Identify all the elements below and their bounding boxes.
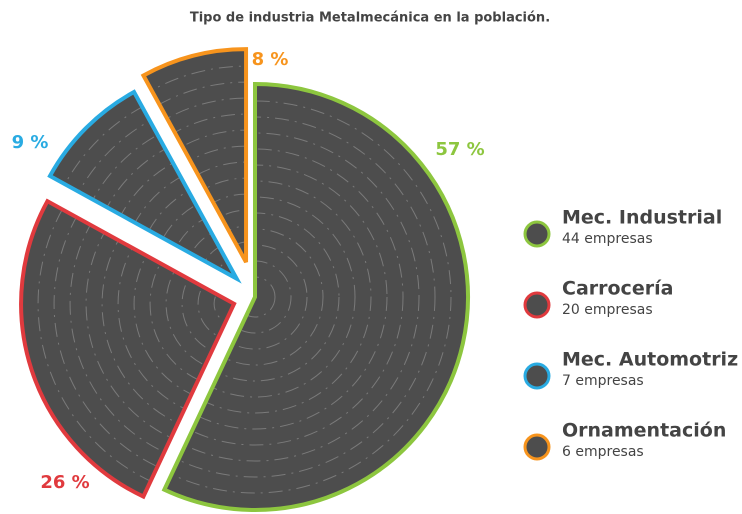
legend-label: Ornamentación: [562, 420, 726, 442]
legend-label: Mec. Automotriz: [562, 349, 738, 371]
legend-description: 44 empresas: [562, 231, 653, 247]
slice-outline: [47, 89, 242, 284]
value-label: 9 %: [12, 132, 49, 153]
pie-slice: [164, 84, 469, 511]
pie-slice: [49, 91, 237, 279]
slice-outline: [19, 198, 237, 500]
value-label: 26 %: [40, 472, 89, 493]
legend-marker: [523, 433, 551, 461]
chart-title: Tipo de industria Metalmecánica en la po…: [190, 11, 550, 26]
legend-marker: [523, 362, 551, 390]
slice-outline: [140, 47, 249, 264]
value-label: 8 %: [252, 49, 289, 70]
legend-marker: [523, 291, 551, 319]
legend-description: 6 empresas: [562, 444, 644, 460]
slice-outline: [161, 81, 470, 512]
legend-label: Carrocería: [562, 278, 673, 300]
legend-description: 20 empresas: [562, 302, 653, 318]
pie-slice: [143, 49, 247, 263]
value-label: 57 %: [435, 139, 484, 160]
legend-label: Mec. Industrial: [562, 207, 722, 229]
legend-description: 7 empresas: [562, 373, 644, 389]
legend-marker: [523, 220, 551, 248]
